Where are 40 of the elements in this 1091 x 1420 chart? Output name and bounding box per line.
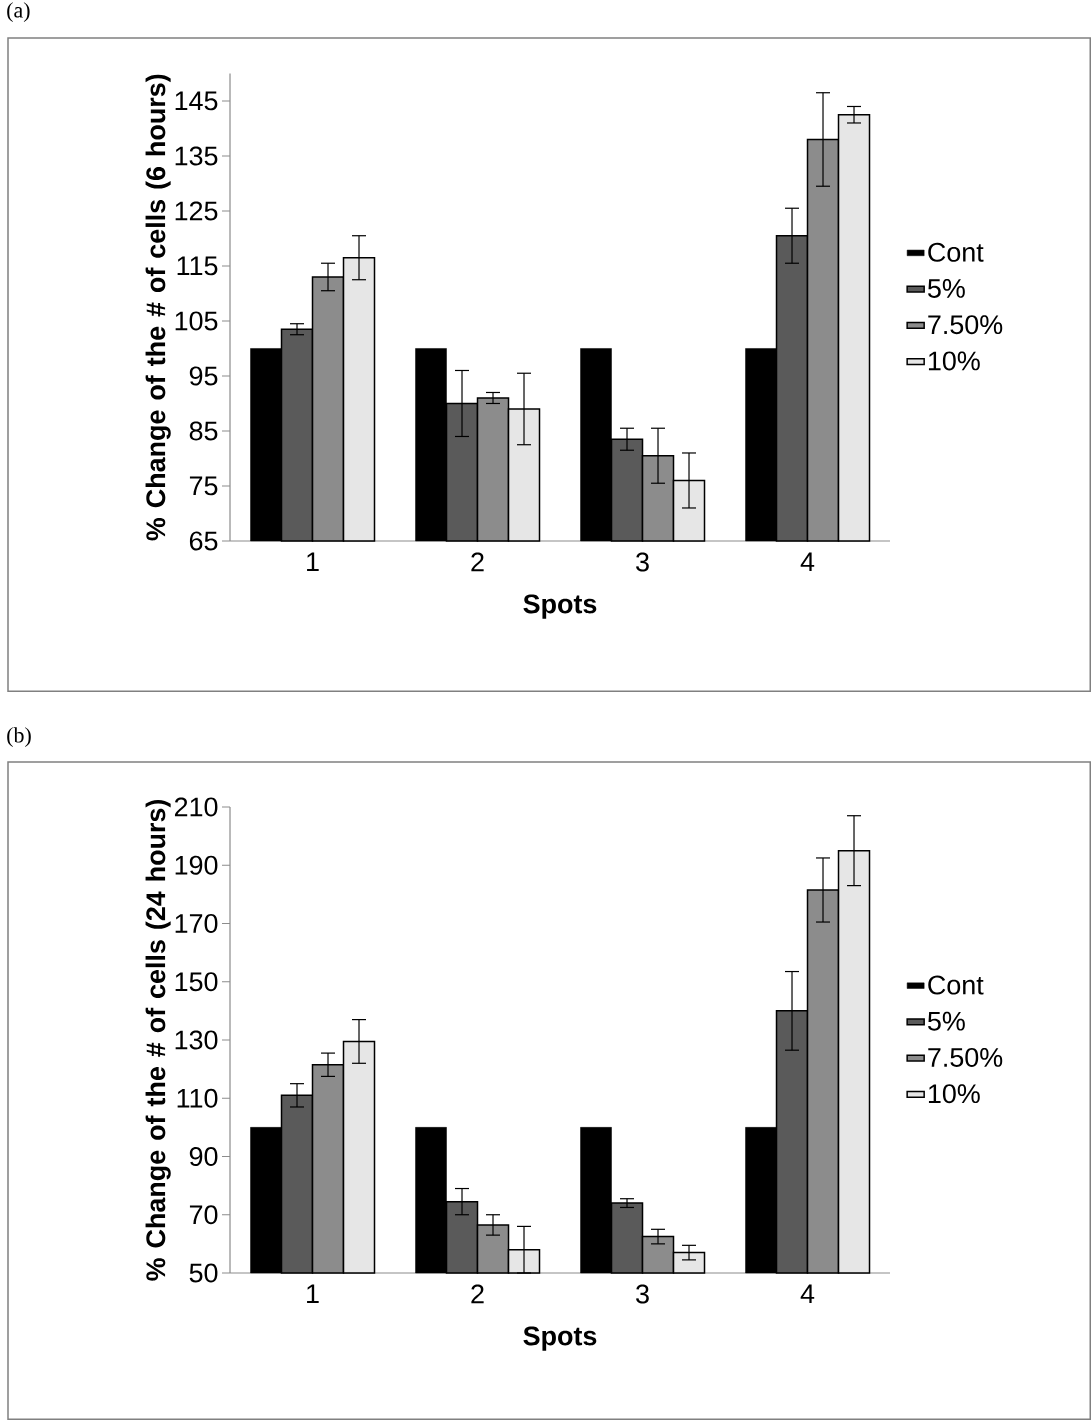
y-tick-label: 170 xyxy=(175,913,218,934)
y-tick-label: 85 xyxy=(189,421,218,441)
y-tick-label: 210 xyxy=(174,797,218,817)
x-tick-label: 3 xyxy=(636,1284,649,1304)
x-tick-label: 4 xyxy=(800,1284,815,1304)
y-tick-label: 115 xyxy=(177,256,218,276)
y-tick-label: 125 xyxy=(175,201,218,221)
y-tick-label: 190 xyxy=(175,855,218,875)
legend-label: Cont xyxy=(928,242,984,262)
x-tick-label: 4 xyxy=(800,552,815,571)
legend-label: Cont xyxy=(928,975,984,995)
x-tick-label: 3 xyxy=(636,552,649,572)
legend-label: 5% xyxy=(927,279,965,298)
y-tick-label: 110 xyxy=(177,1088,218,1108)
x-tick-label: 1 xyxy=(307,552,319,571)
text: (b) xyxy=(7,727,31,748)
legend-label: 7.50% xyxy=(928,315,1003,335)
x-tick-label: 2 xyxy=(471,1284,484,1304)
x-axis-title: Spots xyxy=(523,594,597,619)
y-tick-label: 130 xyxy=(175,1030,218,1050)
y-tick-label: 105 xyxy=(175,311,218,331)
y-tick-label: 90 xyxy=(189,1146,218,1167)
legend-label: 5% xyxy=(927,1011,965,1031)
x-tick-label: 1 xyxy=(307,1284,319,1304)
y-tick-label: 95 xyxy=(189,366,218,386)
y-tick-label: 50 xyxy=(189,1263,218,1283)
y-tick-label: 65 xyxy=(189,531,218,551)
x-axis-title: Spots xyxy=(523,1326,597,1351)
text: (a) xyxy=(7,2,30,23)
legend-label: 10% xyxy=(928,351,980,371)
x-tick-label: 2 xyxy=(471,552,484,572)
y-tick-label: 135 xyxy=(175,146,218,166)
y-axis-title: % Change of the # of cells (24 hours) xyxy=(145,799,171,1281)
y-tick-label: 150 xyxy=(175,972,218,992)
legend-label: 10% xyxy=(928,1084,980,1104)
y-tick-label: 70 xyxy=(189,1205,218,1225)
legend-label: 7.50% xyxy=(928,1047,1003,1067)
y-axis-title: % Change of the # of cells (6 hours) xyxy=(145,74,171,541)
y-tick-label: 145 xyxy=(175,91,218,111)
y-tick-label: 75 xyxy=(189,476,218,496)
